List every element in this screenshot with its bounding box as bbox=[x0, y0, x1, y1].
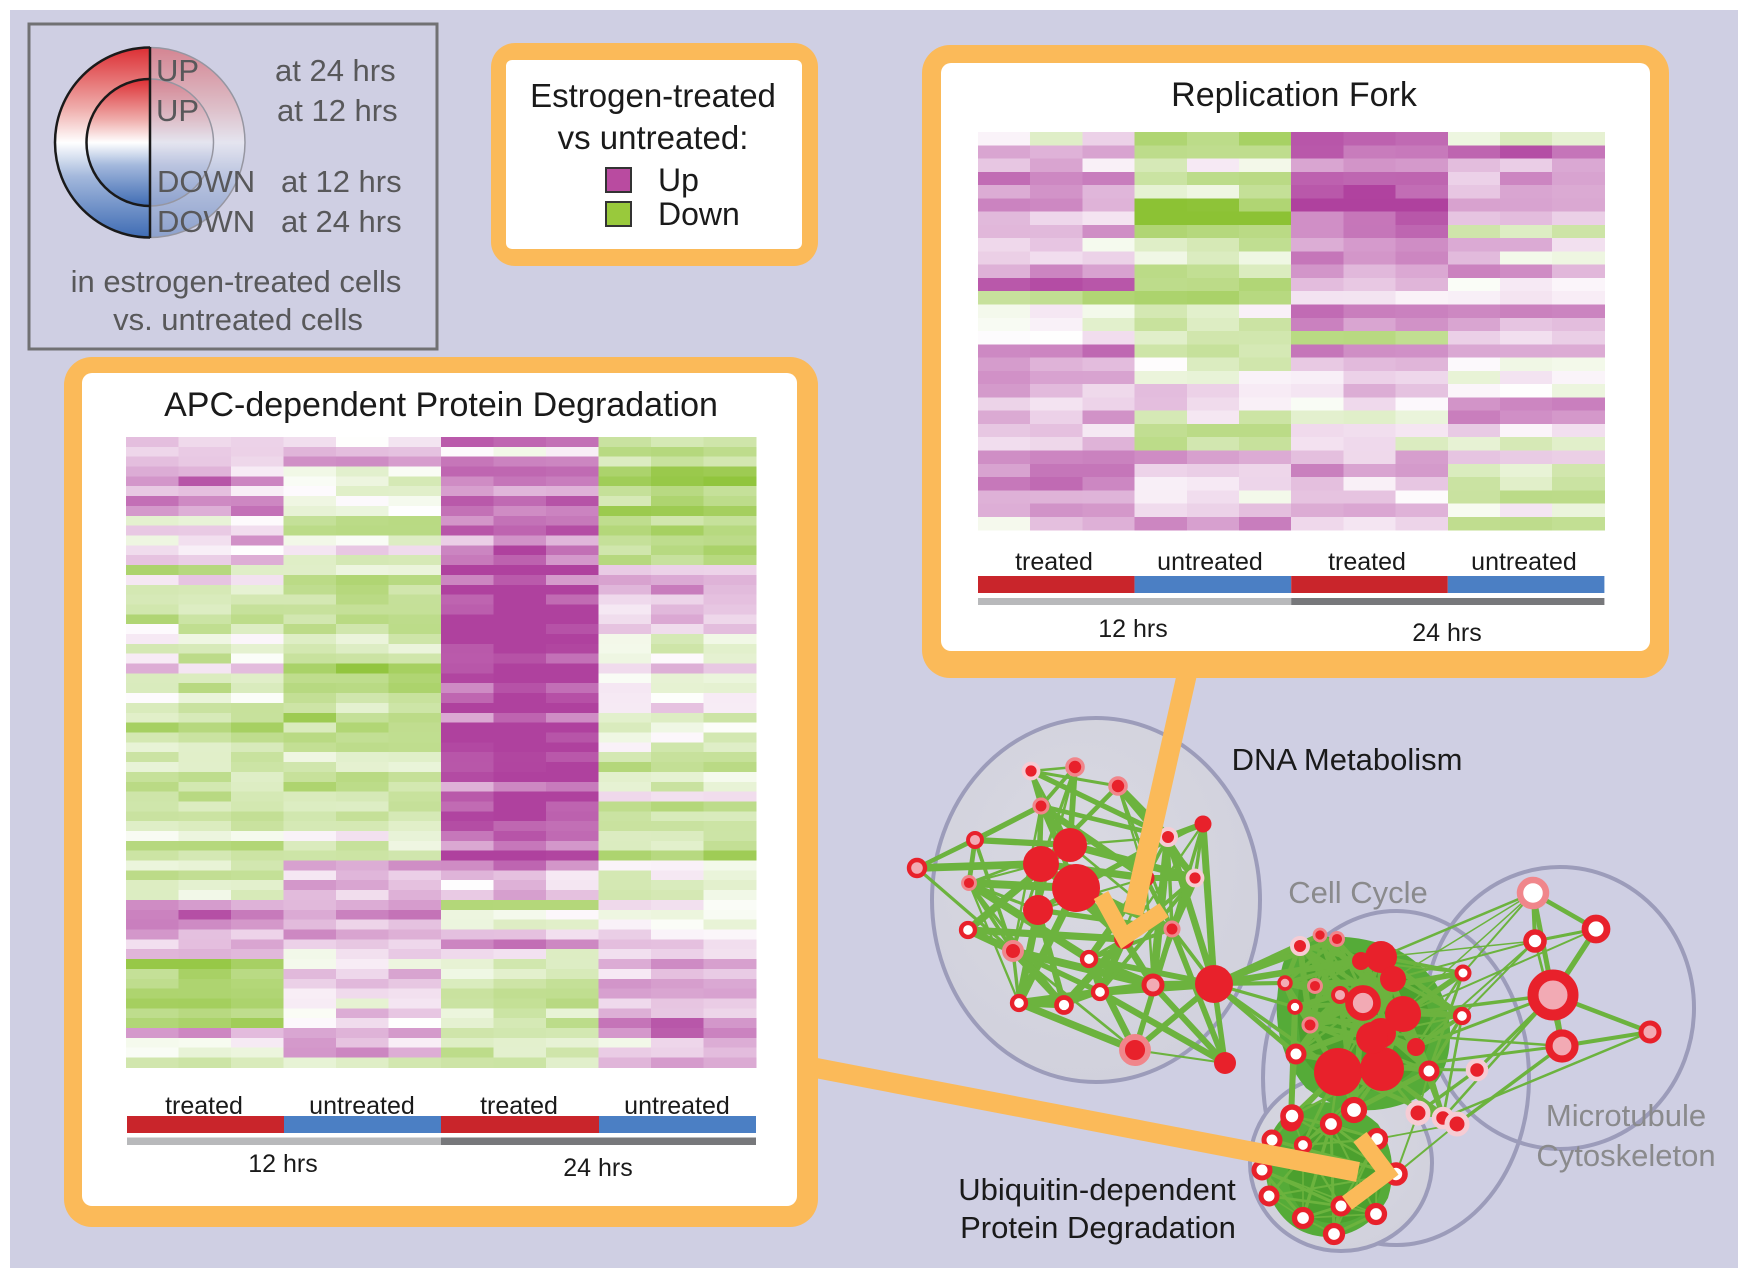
svg-text:at 12 hrs: at 12 hrs bbox=[277, 93, 398, 128]
svg-text:untreated: untreated bbox=[1157, 548, 1263, 576]
svg-text:Cytoskeleton: Cytoskeleton bbox=[1536, 1138, 1715, 1173]
svg-text:treated: treated bbox=[1328, 548, 1406, 576]
svg-text:Protein Degradation: Protein Degradation bbox=[960, 1210, 1236, 1245]
svg-text:treated: treated bbox=[165, 1092, 243, 1120]
svg-text:untreated: untreated bbox=[624, 1092, 730, 1120]
svg-text:at 24 hrs: at 24 hrs bbox=[275, 53, 396, 88]
svg-text:UP: UP bbox=[156, 53, 199, 88]
svg-text:vs untreated:: vs untreated: bbox=[558, 119, 749, 156]
svg-text:at 24 hrs: at 24 hrs bbox=[281, 204, 402, 239]
svg-text:24 hrs: 24 hrs bbox=[1412, 619, 1481, 647]
svg-text:untreated: untreated bbox=[309, 1092, 415, 1120]
svg-text:UP: UP bbox=[156, 93, 199, 128]
svg-text:DNA Metabolism: DNA Metabolism bbox=[1232, 742, 1463, 777]
svg-text:Cell Cycle: Cell Cycle bbox=[1288, 875, 1428, 910]
svg-text:Replication Fork: Replication Fork bbox=[1171, 76, 1418, 114]
svg-text:treated: treated bbox=[480, 1092, 558, 1120]
svg-text:in estrogen-treated cells: in estrogen-treated cells bbox=[71, 264, 402, 299]
svg-text:12 hrs: 12 hrs bbox=[248, 1150, 317, 1178]
svg-text:24 hrs: 24 hrs bbox=[563, 1154, 632, 1182]
svg-text:12 hrs: 12 hrs bbox=[1098, 615, 1167, 643]
svg-text:Down: Down bbox=[658, 196, 740, 232]
svg-text:Microtubule: Microtubule bbox=[1546, 1098, 1706, 1133]
svg-text:at 12 hrs: at 12 hrs bbox=[281, 164, 402, 199]
svg-text:Ubiquitin-dependent: Ubiquitin-dependent bbox=[958, 1172, 1236, 1207]
svg-text:Up: Up bbox=[658, 162, 699, 198]
svg-text:DOWN: DOWN bbox=[157, 204, 255, 239]
svg-text:vs. untreated cells: vs. untreated cells bbox=[113, 302, 363, 337]
svg-text:Estrogen-treated: Estrogen-treated bbox=[530, 77, 776, 114]
svg-text:APC-dependent Protein Degradat: APC-dependent Protein Degradation bbox=[164, 386, 718, 424]
svg-text:untreated: untreated bbox=[1471, 548, 1577, 576]
svg-text:DOWN: DOWN bbox=[157, 164, 255, 199]
svg-text:treated: treated bbox=[1015, 548, 1093, 576]
